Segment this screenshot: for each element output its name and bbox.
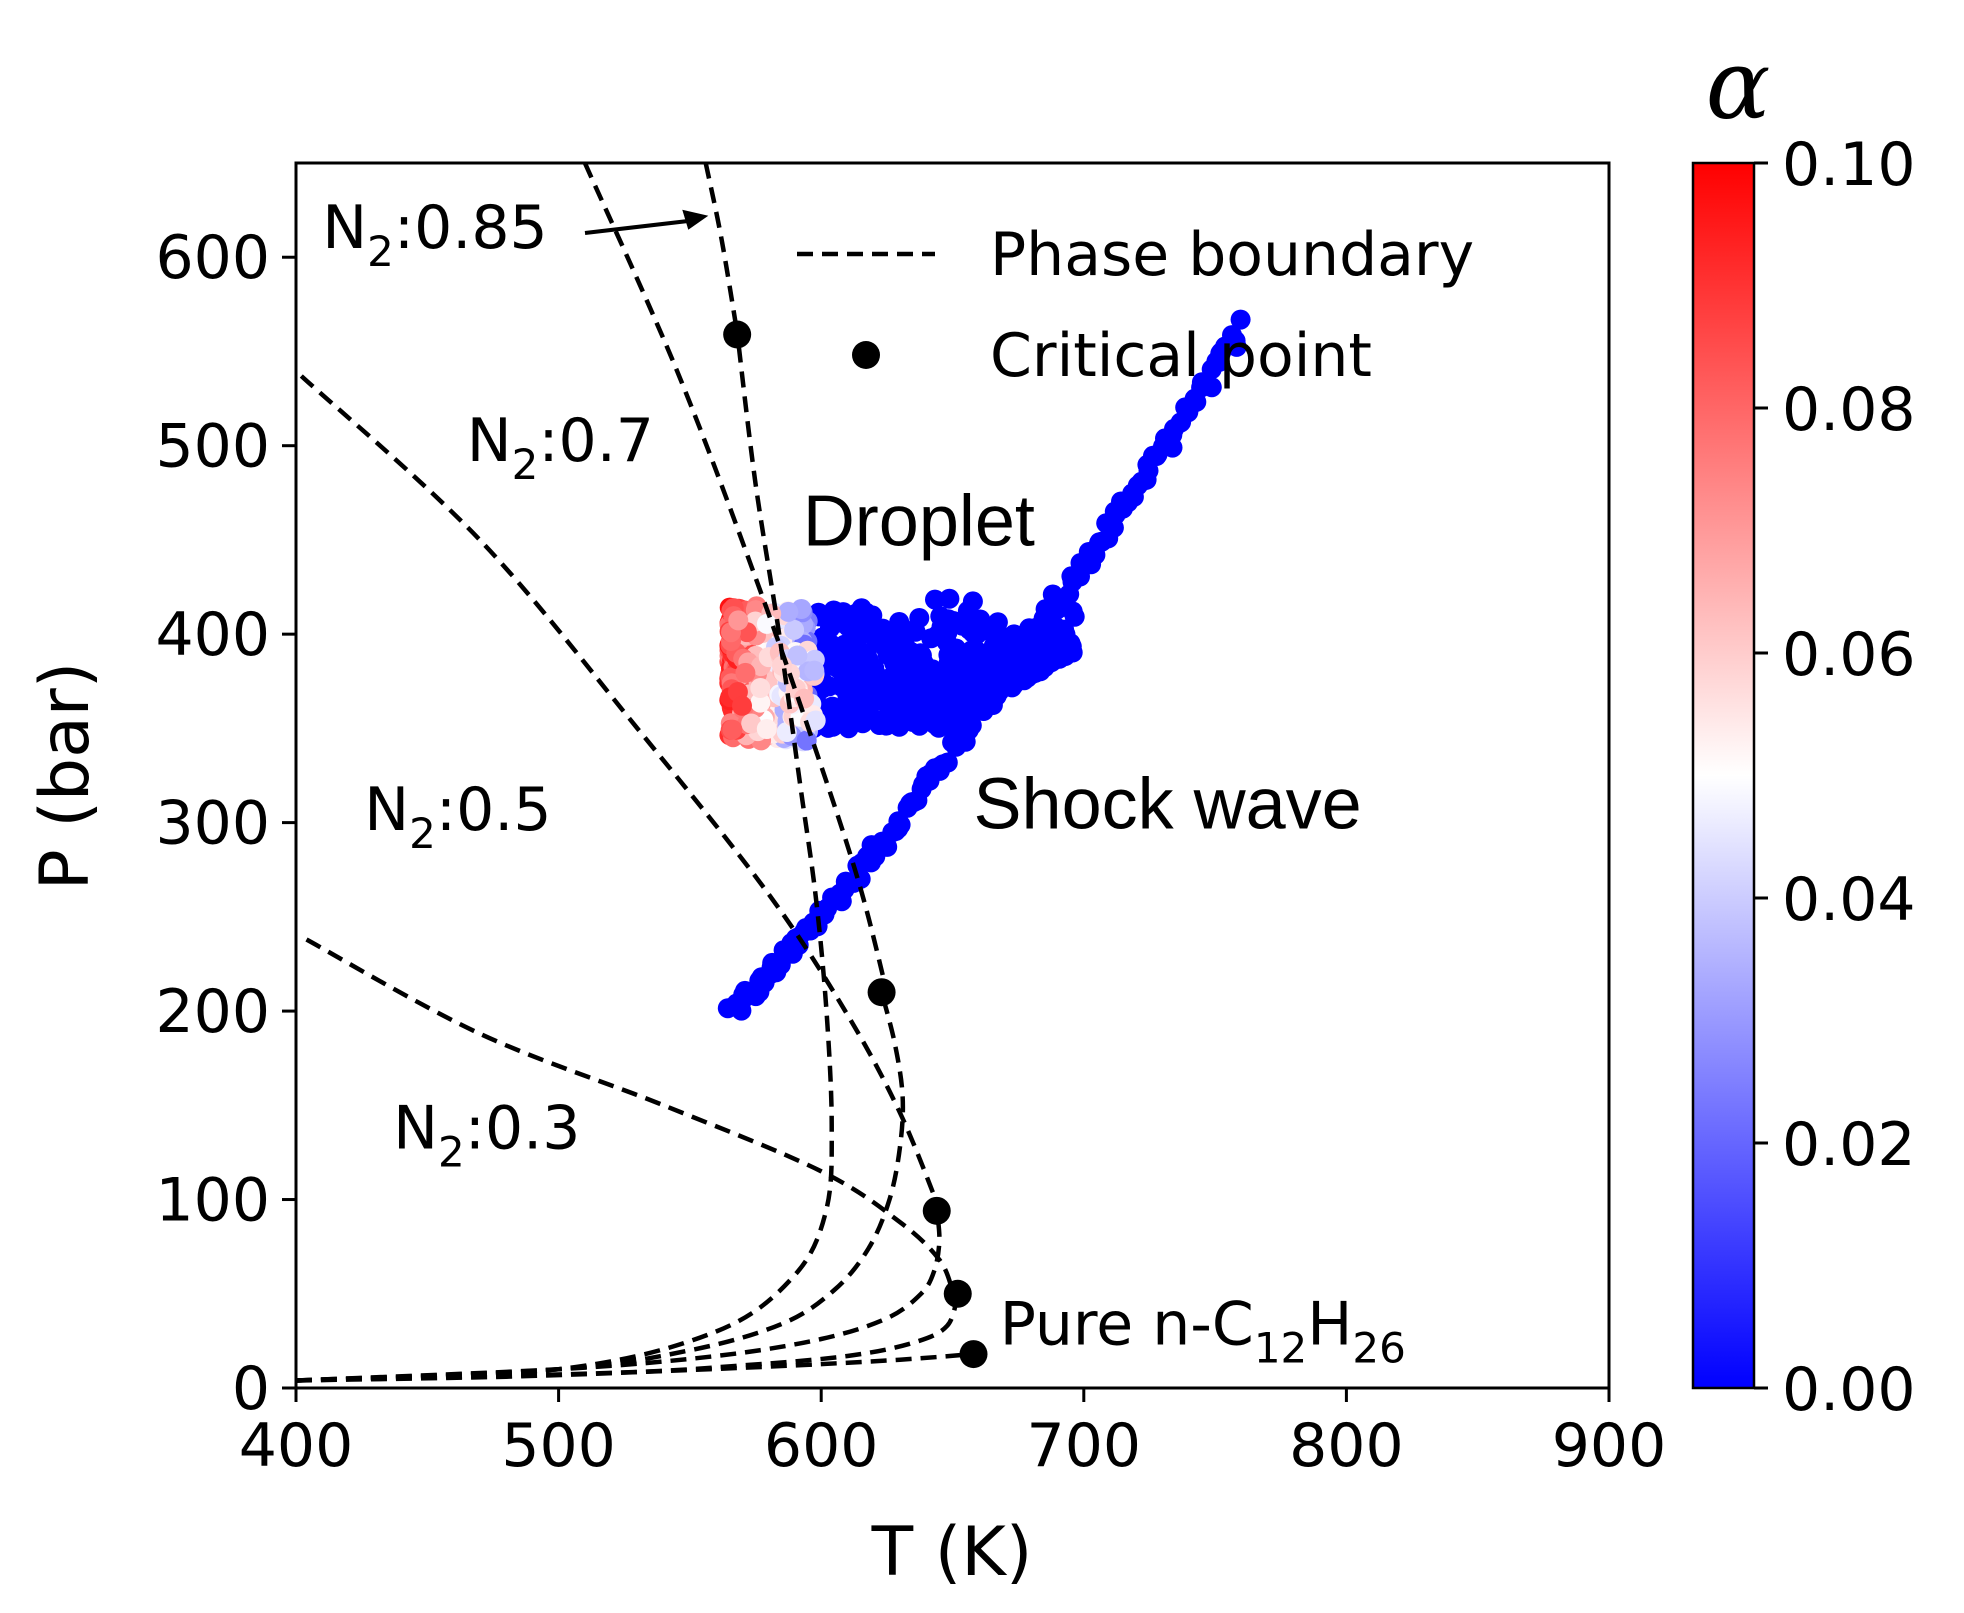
x-axis-label: T (K) — [871, 1513, 1033, 1592]
droplet-point — [750, 678, 770, 698]
annotation-subscript: 26 — [1352, 1324, 1405, 1373]
droplet-point — [969, 661, 989, 681]
annotation-text: Pure n-C — [1000, 1290, 1254, 1360]
critical-point — [923, 1197, 951, 1225]
droplet-point — [1036, 618, 1056, 638]
x-tick-label: 600 — [764, 1411, 879, 1481]
legend-label-critical-point: Critical point — [990, 321, 1372, 391]
x-tick-label: 700 — [1027, 1411, 1142, 1481]
colorbar-tick-label: 0.04 — [1782, 865, 1916, 935]
colorbar-tick-label: 0.00 — [1782, 1355, 1916, 1425]
droplet-point — [963, 591, 983, 611]
annotation-label: Shock wave — [974, 764, 1362, 844]
annotation-text: N — [364, 775, 409, 845]
annotation-text: :0.3 — [465, 1094, 581, 1164]
annotation-text: N — [322, 193, 367, 263]
annotation-text: :0.5 — [436, 775, 552, 845]
droplet-point — [784, 620, 804, 640]
annotation-text: N — [467, 406, 512, 476]
droplet-point — [732, 696, 752, 716]
droplet-point — [929, 682, 949, 702]
colorbar-tick-label: 0.08 — [1782, 375, 1916, 445]
x-tick-label: 500 — [501, 1411, 616, 1481]
droplet-point — [778, 602, 798, 622]
annotation-subscript: 12 — [1254, 1324, 1307, 1373]
y-tick-label: 400 — [155, 600, 270, 670]
droplet-point — [824, 601, 844, 621]
y-tick-label: 0 — [232, 1354, 270, 1424]
droplet-point — [757, 719, 777, 739]
droplet-point — [854, 651, 874, 671]
critical-point — [723, 321, 751, 349]
droplet-point — [969, 690, 989, 710]
shock-wave-point — [891, 815, 911, 835]
droplet-point — [912, 646, 932, 666]
y-tick-label: 200 — [155, 977, 270, 1047]
droplet-point — [983, 622, 1003, 642]
x-tick-label: 900 — [1552, 1411, 1667, 1481]
y-tick-label: 600 — [155, 223, 270, 293]
colorbar-tick-label: 0.02 — [1782, 1110, 1916, 1180]
colorbar-tick-label: 0.06 — [1782, 620, 1916, 690]
droplet-point — [877, 714, 897, 734]
droplet-point — [925, 590, 945, 610]
y-tick-label: 300 — [155, 789, 270, 859]
droplet-point — [728, 610, 748, 630]
y-tick-label: 100 — [155, 1166, 270, 1236]
annotation-subscript: 2 — [438, 1128, 465, 1177]
droplet-point — [961, 620, 981, 640]
annotation-text: :0.85 — [394, 193, 548, 263]
annotation-subscript: 2 — [409, 809, 436, 858]
critical-point — [960, 1340, 988, 1368]
droplet-point — [832, 637, 852, 657]
droplet-point — [938, 609, 958, 629]
annotation-subscript: 2 — [512, 440, 539, 489]
droplet-point — [902, 698, 922, 718]
droplet-point — [804, 661, 824, 681]
y-axis-label: P (bar) — [26, 662, 105, 890]
droplet-point — [1051, 646, 1071, 666]
colorbar-tick-label: 0.10 — [1782, 130, 1916, 200]
droplet-point — [1004, 624, 1024, 644]
droplet-point — [735, 663, 755, 683]
droplet-point — [858, 623, 878, 643]
colorbar-gradient — [1693, 163, 1754, 1388]
legend-label-phase-boundary: Phase boundary — [990, 220, 1474, 290]
annotation-subscript: 2 — [367, 227, 394, 276]
legend-dot-swatch — [852, 341, 880, 369]
critical-point — [868, 978, 896, 1006]
droplet-point — [722, 720, 742, 740]
droplet-point — [978, 643, 998, 663]
colorbar-title-alpha: α — [1706, 29, 1771, 141]
droplet-point — [938, 645, 958, 665]
droplet-point — [989, 664, 1009, 684]
annotation-text: N — [393, 1094, 438, 1164]
annotation-label: Droplet — [803, 482, 1035, 562]
x-tick-label: 800 — [1289, 1411, 1404, 1481]
droplet-point — [909, 608, 929, 628]
droplet-point — [875, 634, 895, 654]
annotation-text: :0.7 — [538, 406, 654, 476]
droplet-point — [858, 685, 878, 705]
annotation-text: H — [1307, 1290, 1352, 1360]
y-tick-label: 500 — [155, 412, 270, 482]
critical-point — [944, 1280, 972, 1308]
